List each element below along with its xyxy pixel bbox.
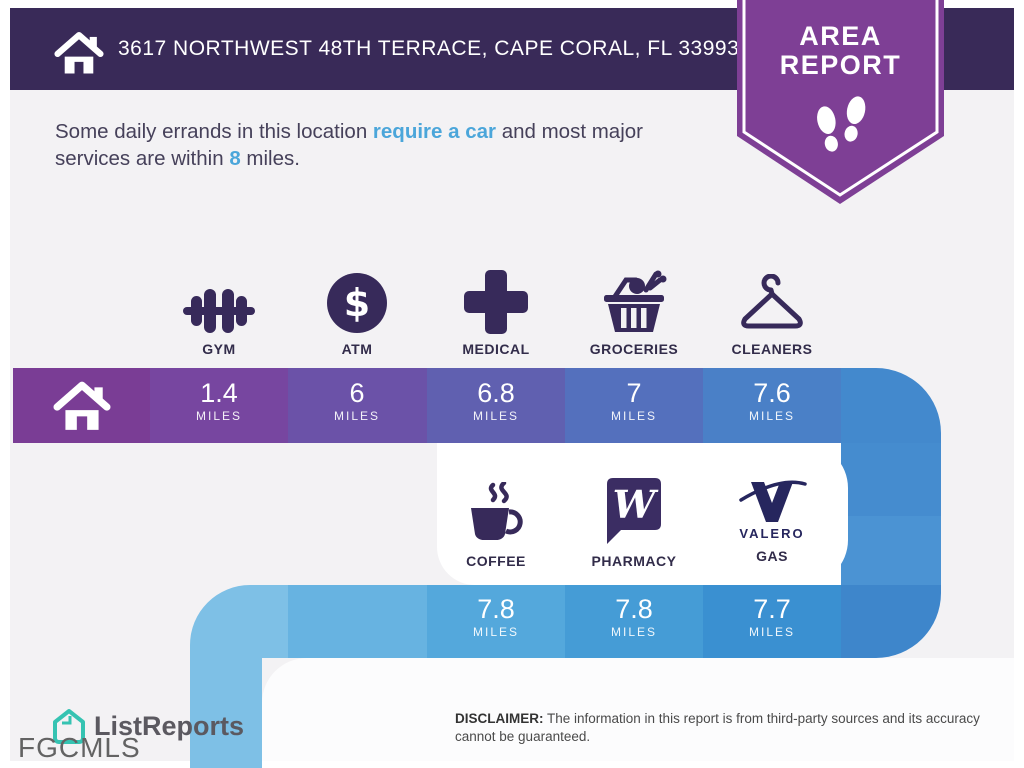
distance-cell: 1.4 MILES (150, 379, 288, 423)
distance-cell: 7.6 MILES (703, 379, 841, 423)
distance-cell: 7.8 MILES (427, 595, 565, 639)
distance-cell: 7.7 MILES (703, 595, 841, 639)
distance-value: 7.8 (477, 594, 515, 624)
distance-unit: MILES (748, 625, 795, 639)
property-address: 3617 NORTHWEST 48TH TERRACE, CAPE CORAL,… (118, 37, 740, 60)
category-label: ATM (341, 341, 373, 357)
intro-part1: Some daily errands in this location (55, 120, 373, 143)
category-groceries: GROCERIES (565, 262, 703, 357)
distance-value: 7.7 (753, 594, 791, 624)
category-label: GAS (756, 548, 788, 564)
summary-text: Some daily errands in this location requ… (55, 118, 735, 173)
category-gas: VALERO GAS (703, 474, 841, 564)
hanger-icon (703, 262, 841, 334)
category-coffee: COFFEE (427, 474, 565, 569)
intro-part3: services are within (55, 147, 230, 171)
category-medical: MEDICAL (427, 262, 565, 357)
badge-title: AREA REPORT (737, 22, 944, 80)
intro-highlight-car: require a car (372, 120, 496, 143)
walgreens-w-symbol: W (613, 482, 659, 527)
footprints-icon (817, 96, 866, 152)
intro-highlight-miles: 8 (229, 147, 241, 171)
home-marker-icon (13, 380, 150, 432)
distance-unit: MILES (195, 409, 242, 423)
dumbbell-icon (150, 262, 288, 334)
category-cleaners: CLEANERS (703, 262, 841, 357)
category-label: GROCERIES (589, 341, 679, 357)
walgreens-icon: W (565, 474, 703, 546)
mls-watermark: FGCMLS (18, 732, 141, 763)
distance-value: 7.8 (615, 594, 653, 624)
coffee-cup-icon (427, 474, 565, 546)
valero-icon (703, 474, 841, 528)
distance-cell: 7.8 MILES (565, 595, 703, 639)
category-label: MEDICAL (462, 341, 530, 357)
distance-value: 6.8 (477, 378, 515, 408)
home-icon (54, 28, 104, 83)
distance-unit: MILES (610, 409, 657, 423)
distance-unit: MILES (472, 625, 519, 639)
valero-wordmark: VALERO (739, 526, 805, 541)
distance-value: 7 (626, 378, 642, 408)
distance-value: 1.4 (200, 378, 238, 408)
grocery-basket-icon (565, 262, 703, 334)
medical-cross-icon (427, 262, 565, 334)
distance-cell: 7 MILES (565, 379, 703, 423)
distance-cell: 6.8 MILES (427, 379, 565, 423)
badge-line1: AREA (799, 21, 882, 51)
disclaimer-text: DISCLAIMER: The information in this repo… (455, 710, 980, 746)
category-label: GYM (202, 341, 236, 357)
category-label: CLEANERS (731, 341, 813, 357)
distance-cell: 6 MILES (288, 379, 426, 423)
distance-value: 7.6 (753, 378, 791, 408)
distance-value: 6 (349, 378, 365, 408)
distance-unit: MILES (333, 409, 380, 423)
category-label: PHARMACY (591, 553, 677, 569)
category-gym: GYM (150, 262, 288, 357)
disclaimer-label: DISCLAIMER: (455, 711, 544, 726)
badge-line2: REPORT (779, 50, 902, 80)
distance-unit: MILES (610, 625, 657, 639)
category-label: COFFEE (466, 553, 526, 569)
distance-unit: MILES (748, 409, 795, 423)
listreports-wordmark: ListReports (94, 710, 245, 741)
listreports-logo: ListReports (52, 708, 244, 744)
distance-unit: MILES (472, 409, 519, 423)
category-pharmacy: W PHARMACY (565, 474, 703, 569)
listreports-house-icon (53, 709, 85, 744)
footer-background (262, 658, 1014, 761)
intro-part4: miles. (240, 147, 300, 171)
category-atm: $ ATM (288, 262, 426, 357)
intro-part2: and most major (496, 120, 643, 143)
dollar-circle-icon: $ (288, 262, 426, 334)
area-report-badge (737, 0, 944, 204)
disclaimer-body: The information in this report is from t… (455, 711, 980, 745)
dollar-symbol: $ (344, 281, 370, 325)
